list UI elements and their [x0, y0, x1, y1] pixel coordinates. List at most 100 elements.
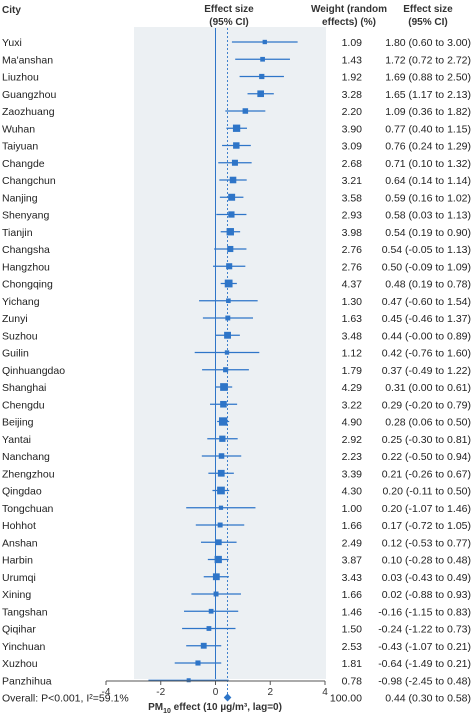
city-label: Qinhuangdao [2, 365, 65, 377]
overall-weight: 100.00 [330, 693, 362, 705]
x-axis-ticks: -4 -2 0 2 4 [102, 681, 328, 698]
effect-marker [260, 56, 265, 62]
study-row: Shenyang 2.93 0.58 (0.03 to 1.13) [2, 210, 471, 222]
effect-marker [228, 211, 235, 218]
weight-value: 2.68 [342, 158, 363, 170]
effect-ci-text: 0.50 (-0.09 to 1.09) [382, 261, 471, 273]
weight-value: 2.76 [342, 261, 363, 273]
header-effect-line1: Effect size [204, 4, 254, 15]
effect-ci-text: 1.80 (0.60 to 3.00) [385, 37, 471, 49]
city-label: Panzhihua [2, 675, 52, 687]
x-axis-label: PM10 effect (10 µg/m³, lag=0) [148, 702, 282, 715]
effect-marker [228, 193, 236, 201]
effect-ci-text: 0.21 (-0.26 to 0.67) [382, 468, 471, 480]
effect-ci-text: 0.71 (0.10 to 1.32) [385, 158, 471, 170]
weight-value: 3.43 [342, 572, 363, 584]
study-row: Changde 2.68 0.71 (0.10 to 1.32) [2, 158, 471, 170]
effect-ci-text: -0.43 (-1.07 to 0.21) [378, 641, 471, 653]
effect-marker [220, 400, 227, 408]
study-row: Beijing 4.90 0.28 (0.06 to 0.50) [2, 417, 471, 429]
city-label: Yuxi [2, 37, 22, 49]
city-label: Shenyang [2, 210, 49, 222]
effect-ci-text: 0.03 (-0.43 to 0.49) [382, 572, 471, 584]
study-row: Urumqi 3.43 0.03 (-0.43 to 0.49) [2, 572, 471, 584]
study-row: Qiqihar 1.50 -0.24 (-1.22 to 0.73) [2, 624, 471, 636]
effect-marker [220, 383, 228, 391]
weight-value: 3.09 [342, 141, 363, 153]
effect-marker [206, 626, 212, 631]
city-label: Changchun [2, 175, 56, 187]
study-row: Qingdao 4.30 0.20 (-0.11 to 0.50) [2, 486, 471, 498]
study-row: Nanjing 3.58 0.59 (0.16 to 1.02) [2, 192, 471, 204]
city-label: Zaozhuang [2, 106, 55, 118]
effect-marker [259, 73, 265, 80]
study-row: Qinhuangdao 1.79 0.37 (-0.49 to 1.22) [2, 365, 471, 377]
effect-ci-text: 1.09 (0.36 to 1.82) [385, 106, 471, 118]
effect-ci-text: 0.10 (-0.28 to 0.48) [382, 555, 471, 567]
city-label: Tangshan [2, 606, 48, 618]
study-row: Yantai 2.92 0.25 (-0.30 to 0.81) [2, 434, 471, 446]
effect-ci-text: 0.54 (0.19 to 0.90) [385, 227, 471, 239]
weight-value: 1.66 [342, 589, 363, 601]
weight-value: 4.29 [342, 382, 363, 394]
study-row: Yichang 1.30 0.47 (-0.60 to 1.54) [2, 296, 471, 308]
weight-value: 1.30 [342, 296, 363, 308]
effect-ci-text: -0.16 (-1.15 to 0.83) [378, 606, 471, 618]
effect-ci-text: 0.42 (-0.76 to 1.60) [382, 348, 471, 360]
effect-marker [217, 522, 223, 528]
study-row: Zaozhuang 2.20 1.09 (0.36 to 1.82) [2, 106, 471, 118]
overall-ci-text: 0.44 (0.30 to 0.58) [385, 693, 471, 705]
study-row: Hohhot 1.66 0.17 (-0.72 to 1.05) [2, 520, 471, 532]
effect-marker [195, 660, 201, 666]
study-row: Nanchang 2.23 0.22 (-0.50 to 0.94) [2, 451, 471, 463]
weight-value: 2.92 [342, 434, 363, 446]
effect-marker [262, 39, 267, 45]
city-label: Zhengzhou [2, 468, 55, 480]
effect-ci-text: 1.65 (1.17 to 2.13) [385, 89, 471, 101]
study-row: Guangzhou 3.28 1.65 (1.17 to 2.13) [2, 89, 471, 101]
city-label: Hohhot [2, 520, 36, 532]
city-label: Guilin [2, 348, 29, 360]
study-row: Harbin 3.87 0.10 (-0.28 to 0.48) [2, 555, 471, 567]
header-city: City [2, 5, 21, 16]
weight-value: 1.09 [342, 37, 363, 49]
weight-value: 2.53 [342, 641, 363, 653]
city-label: Suzhou [2, 330, 38, 342]
weight-value: 1.81 [342, 658, 363, 670]
study-row: Changsha 2.76 0.54 (-0.05 to 1.13) [2, 244, 471, 256]
effect-marker [225, 315, 231, 321]
effect-ci-text: 0.37 (-0.49 to 1.22) [382, 365, 471, 377]
weight-value: 1.79 [342, 365, 363, 377]
city-label: Taiyuan [2, 141, 38, 153]
weight-value: 1.92 [342, 72, 363, 84]
study-row: Xuzhou 1.81 -0.64 (-1.49 to 0.21) [2, 658, 471, 670]
city-label: Yantai [2, 434, 31, 446]
weight-value: 3.22 [342, 399, 363, 411]
effect-marker [231, 159, 238, 166]
effect-marker [242, 108, 249, 114]
study-row: Zunyi 1.63 0.45 (-0.46 to 1.37) [2, 313, 471, 325]
study-row: Chongqing 4.37 0.48 (0.19 to 0.78) [2, 279, 471, 291]
city-label: Xining [2, 589, 31, 601]
effect-marker [226, 228, 234, 236]
city-label: Wuhan [2, 123, 35, 135]
study-row: Yuxi 1.09 1.80 (0.60 to 3.00) [2, 37, 471, 49]
effect-marker [229, 176, 237, 184]
weight-value: 3.21 [342, 175, 363, 187]
city-label: Tongchuan [2, 503, 54, 515]
effect-ci-text: 0.47 (-0.60 to 1.54) [382, 296, 471, 308]
city-label: Tianjin [2, 227, 33, 239]
effect-marker [213, 591, 219, 597]
study-row: Yinchuan 2.53 -0.43 (-1.07 to 0.21) [2, 641, 471, 653]
weight-value: 1.66 [342, 520, 363, 532]
effect-marker [186, 678, 191, 683]
effect-marker [200, 642, 207, 649]
weight-value: 2.20 [342, 106, 363, 118]
weight-value: 0.78 [342, 675, 363, 687]
study-row: Ma'anshan 1.43 1.72 (0.72 to 2.72) [2, 54, 471, 66]
effect-marker [218, 453, 225, 459]
overall-row: Overall: P<0.001, I²=59.1% 100.00 0.44 (0.… [2, 693, 471, 705]
effect-ci-text: 0.02 (-0.88 to 0.93) [382, 589, 471, 601]
x-axis-label-suffix: effect (10 µg/m³, lag=0) [171, 702, 282, 713]
